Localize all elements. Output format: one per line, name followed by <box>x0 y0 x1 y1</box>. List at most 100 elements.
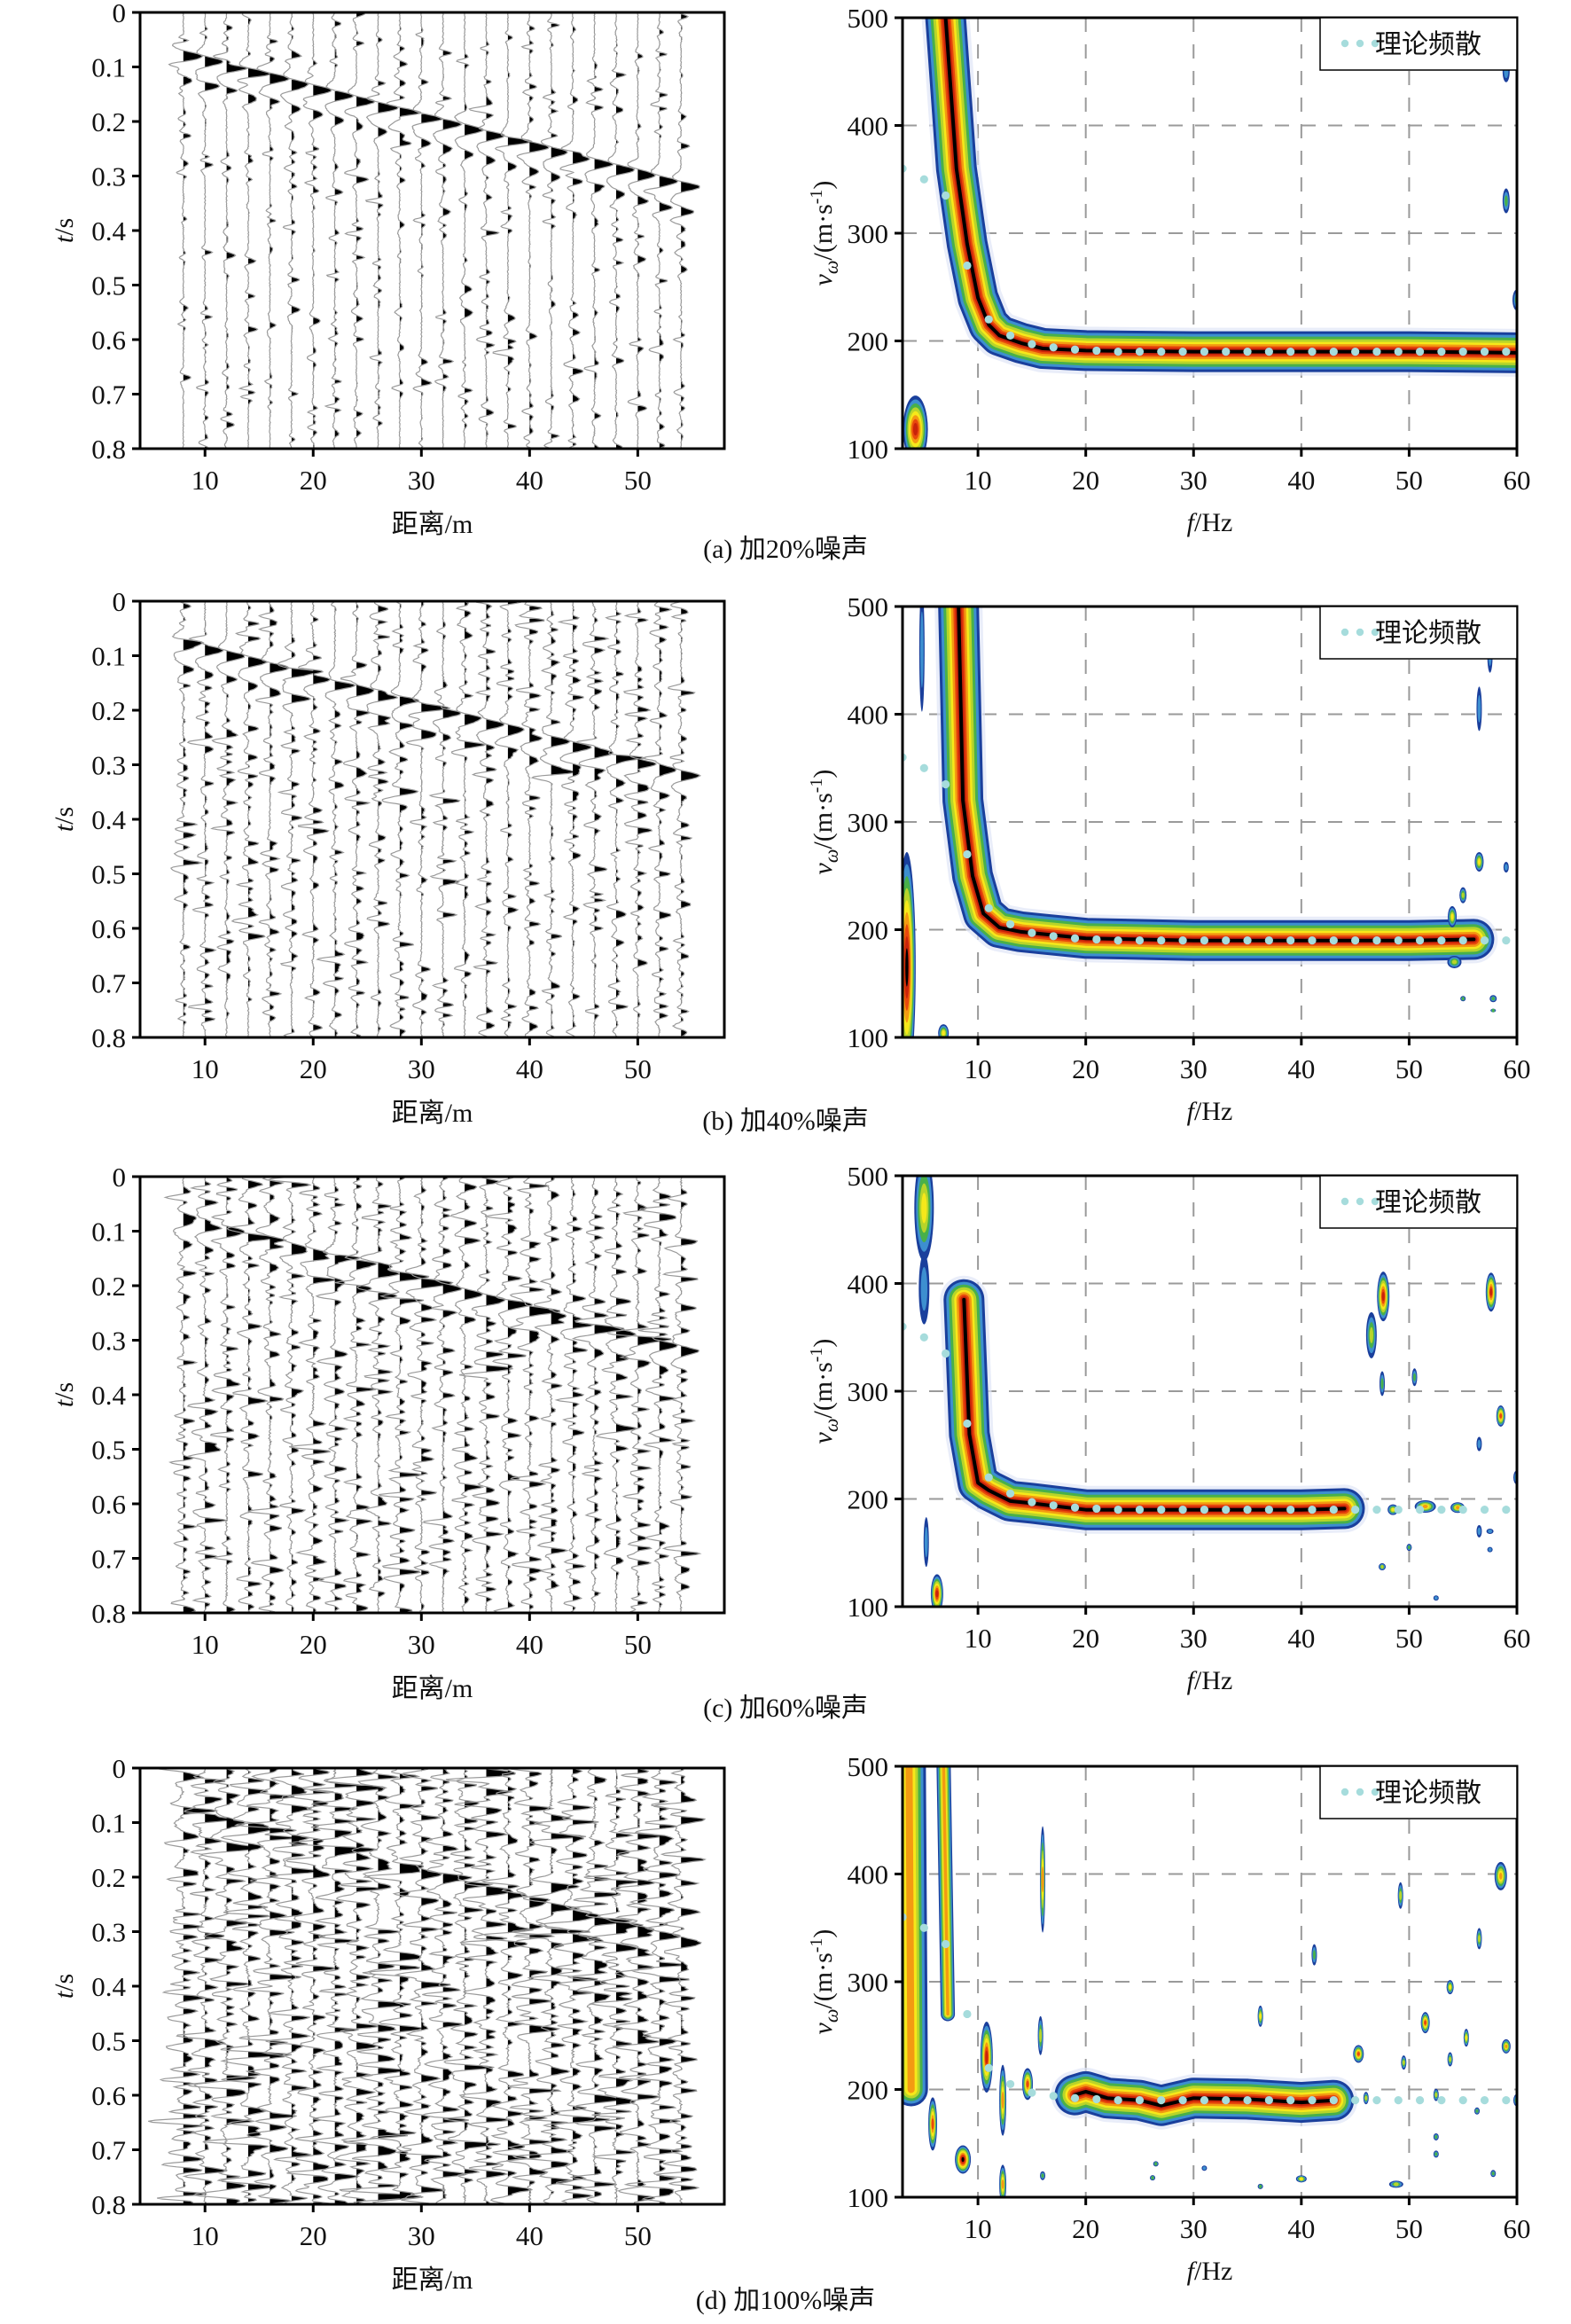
energy-blob <box>1476 1928 1482 1950</box>
x-tick-label: 10 <box>965 1053 992 1084</box>
trace-fill <box>183 1178 197 1613</box>
trace-wiggle <box>277 601 320 1037</box>
theoretical-dispersion-point <box>1480 936 1489 945</box>
theoretical-dispersion-point <box>1329 936 1338 945</box>
energy-blob <box>1503 862 1509 873</box>
y-tick-label: 200 <box>848 2075 889 2106</box>
trace-fill <box>637 601 656 1037</box>
x-tick-label: 40 <box>1287 1053 1315 1084</box>
y-tick-label: 500 <box>848 1161 889 1192</box>
energy-blob <box>955 2145 972 2174</box>
x-axis-label: 距离/m <box>392 1099 473 1128</box>
theoretical-dispersion-point <box>984 904 993 912</box>
dispersion-panel-a: 理论频散 100 200 300 400 500 10 20 30 40 50 60 f/Hz vω/(m… <box>807 3 1531 537</box>
y-axis-label: vω/(m·s-1) <box>807 770 842 875</box>
theoretical-dispersion-point <box>1329 348 1338 356</box>
x-tick-label: 40 <box>516 1053 543 1084</box>
trace-wiggle <box>574 601 614 1037</box>
theoretical-dispersion-point <box>1415 2096 1425 2105</box>
y-tick-label: 500 <box>848 1751 889 1782</box>
energy-blob <box>903 395 928 449</box>
energy-blob <box>903 852 916 1037</box>
theoretical-dispersion-point <box>1049 2092 1058 2101</box>
trace-fill <box>270 1768 301 2204</box>
x-axis-label: f/Hz <box>1187 1666 1233 1695</box>
trace-wiggle <box>583 1768 644 2204</box>
trace-fill <box>637 15 656 449</box>
theoretical-dispersion-point <box>984 2063 993 2072</box>
theoretical-dispersion-series <box>903 1913 1511 2105</box>
y-tick-label: 500 <box>848 591 889 622</box>
theoretical-dispersion-point <box>1222 348 1231 356</box>
y-tick-label: 0 <box>113 1753 127 1784</box>
energy-contour <box>1407 1545 1411 1550</box>
trace-group <box>148 1768 707 2204</box>
energy-contour <box>921 1193 927 1224</box>
energy-map <box>903 18 1517 449</box>
trace-wiggle <box>485 1177 534 1613</box>
theoretical-dispersion-series <box>903 164 1511 356</box>
y-tick-label: 400 <box>848 1859 889 1890</box>
y-tick-label: 300 <box>848 807 889 838</box>
legend: 理论频散 <box>1319 606 1518 660</box>
y-tick-label: 400 <box>848 111 889 142</box>
energy-contour <box>1151 2176 1154 2180</box>
trace-wiggle <box>364 12 399 449</box>
trace-wiggle <box>420 1768 473 2204</box>
trace-fill <box>313 602 331 1031</box>
trace-wiggle <box>234 1768 301 2204</box>
trace-wiggle <box>256 12 291 449</box>
trace-wiggle <box>571 1177 625 1613</box>
y-tick-label: 100 <box>848 434 889 465</box>
x-axis-label: f/Hz <box>1187 2257 1233 2286</box>
trace-fill <box>205 1768 233 2204</box>
energy-blob <box>1201 2165 1208 2171</box>
x-tick-label: 50 <box>624 1053 652 1084</box>
energy-contour <box>1491 2171 1495 2176</box>
y-tick-label: 0.6 <box>91 325 126 356</box>
trace-wiggle <box>194 12 223 449</box>
theoretical-dispersion-point <box>1243 936 1252 945</box>
trace-fill <box>421 601 450 1037</box>
theoretical-dispersion-point <box>1070 345 1080 354</box>
legend-label: 理论频散 <box>1375 619 1481 648</box>
energy-blob <box>1353 2045 1364 2063</box>
energy-blob <box>980 2022 993 2093</box>
trace-wiggle <box>237 12 271 449</box>
energy-blob <box>1460 996 1466 1002</box>
energy-contour <box>1477 1439 1481 1449</box>
trace-wiggle <box>202 1768 293 2204</box>
theoretical-dispersion-point <box>1200 936 1209 945</box>
theoretical-dispersion-point <box>1028 340 1036 348</box>
trace-wiggle <box>226 1177 278 1613</box>
trace-wiggle <box>623 1768 690 2204</box>
trace-wiggle <box>445 1768 517 2204</box>
theoretical-dispersion-point <box>1028 928 1036 937</box>
y-tick-label: 100 <box>848 1022 889 1053</box>
energy-contour <box>1504 864 1508 871</box>
x-tick-label: 10 <box>965 1623 992 1654</box>
y-axis-label: t/s <box>50 807 79 832</box>
legend-marker <box>1356 628 1364 637</box>
energy-contour <box>924 1526 928 1558</box>
energy-blob <box>999 2164 1007 2197</box>
theoretical-dispersion-point <box>1049 343 1058 352</box>
trace-wiggle <box>186 1177 227 1613</box>
trace-wiggle <box>559 12 591 449</box>
energy-blob <box>1486 1528 1494 1534</box>
trace-wiggle <box>473 1768 535 2204</box>
trace-wiggle <box>508 1177 561 1613</box>
theoretical-dispersion-point <box>1308 1506 1317 1514</box>
theoretical-dispersion-point <box>984 1473 993 1482</box>
energy-contour <box>1364 2095 1368 2101</box>
y-tick-label: 0 <box>113 0 127 28</box>
trace-wiggle <box>653 1768 707 2204</box>
theoretical-dispersion-point <box>1372 2096 1381 2105</box>
trace-wiggle <box>411 12 443 449</box>
energy-contour <box>1402 2060 1405 2065</box>
trace-group <box>163 1177 702 1613</box>
y-tick-label: 0.1 <box>91 52 126 83</box>
left-band <box>903 1766 956 2107</box>
trace-wiggle <box>443 1768 501 2204</box>
y-tick-label: 300 <box>848 1967 889 1998</box>
